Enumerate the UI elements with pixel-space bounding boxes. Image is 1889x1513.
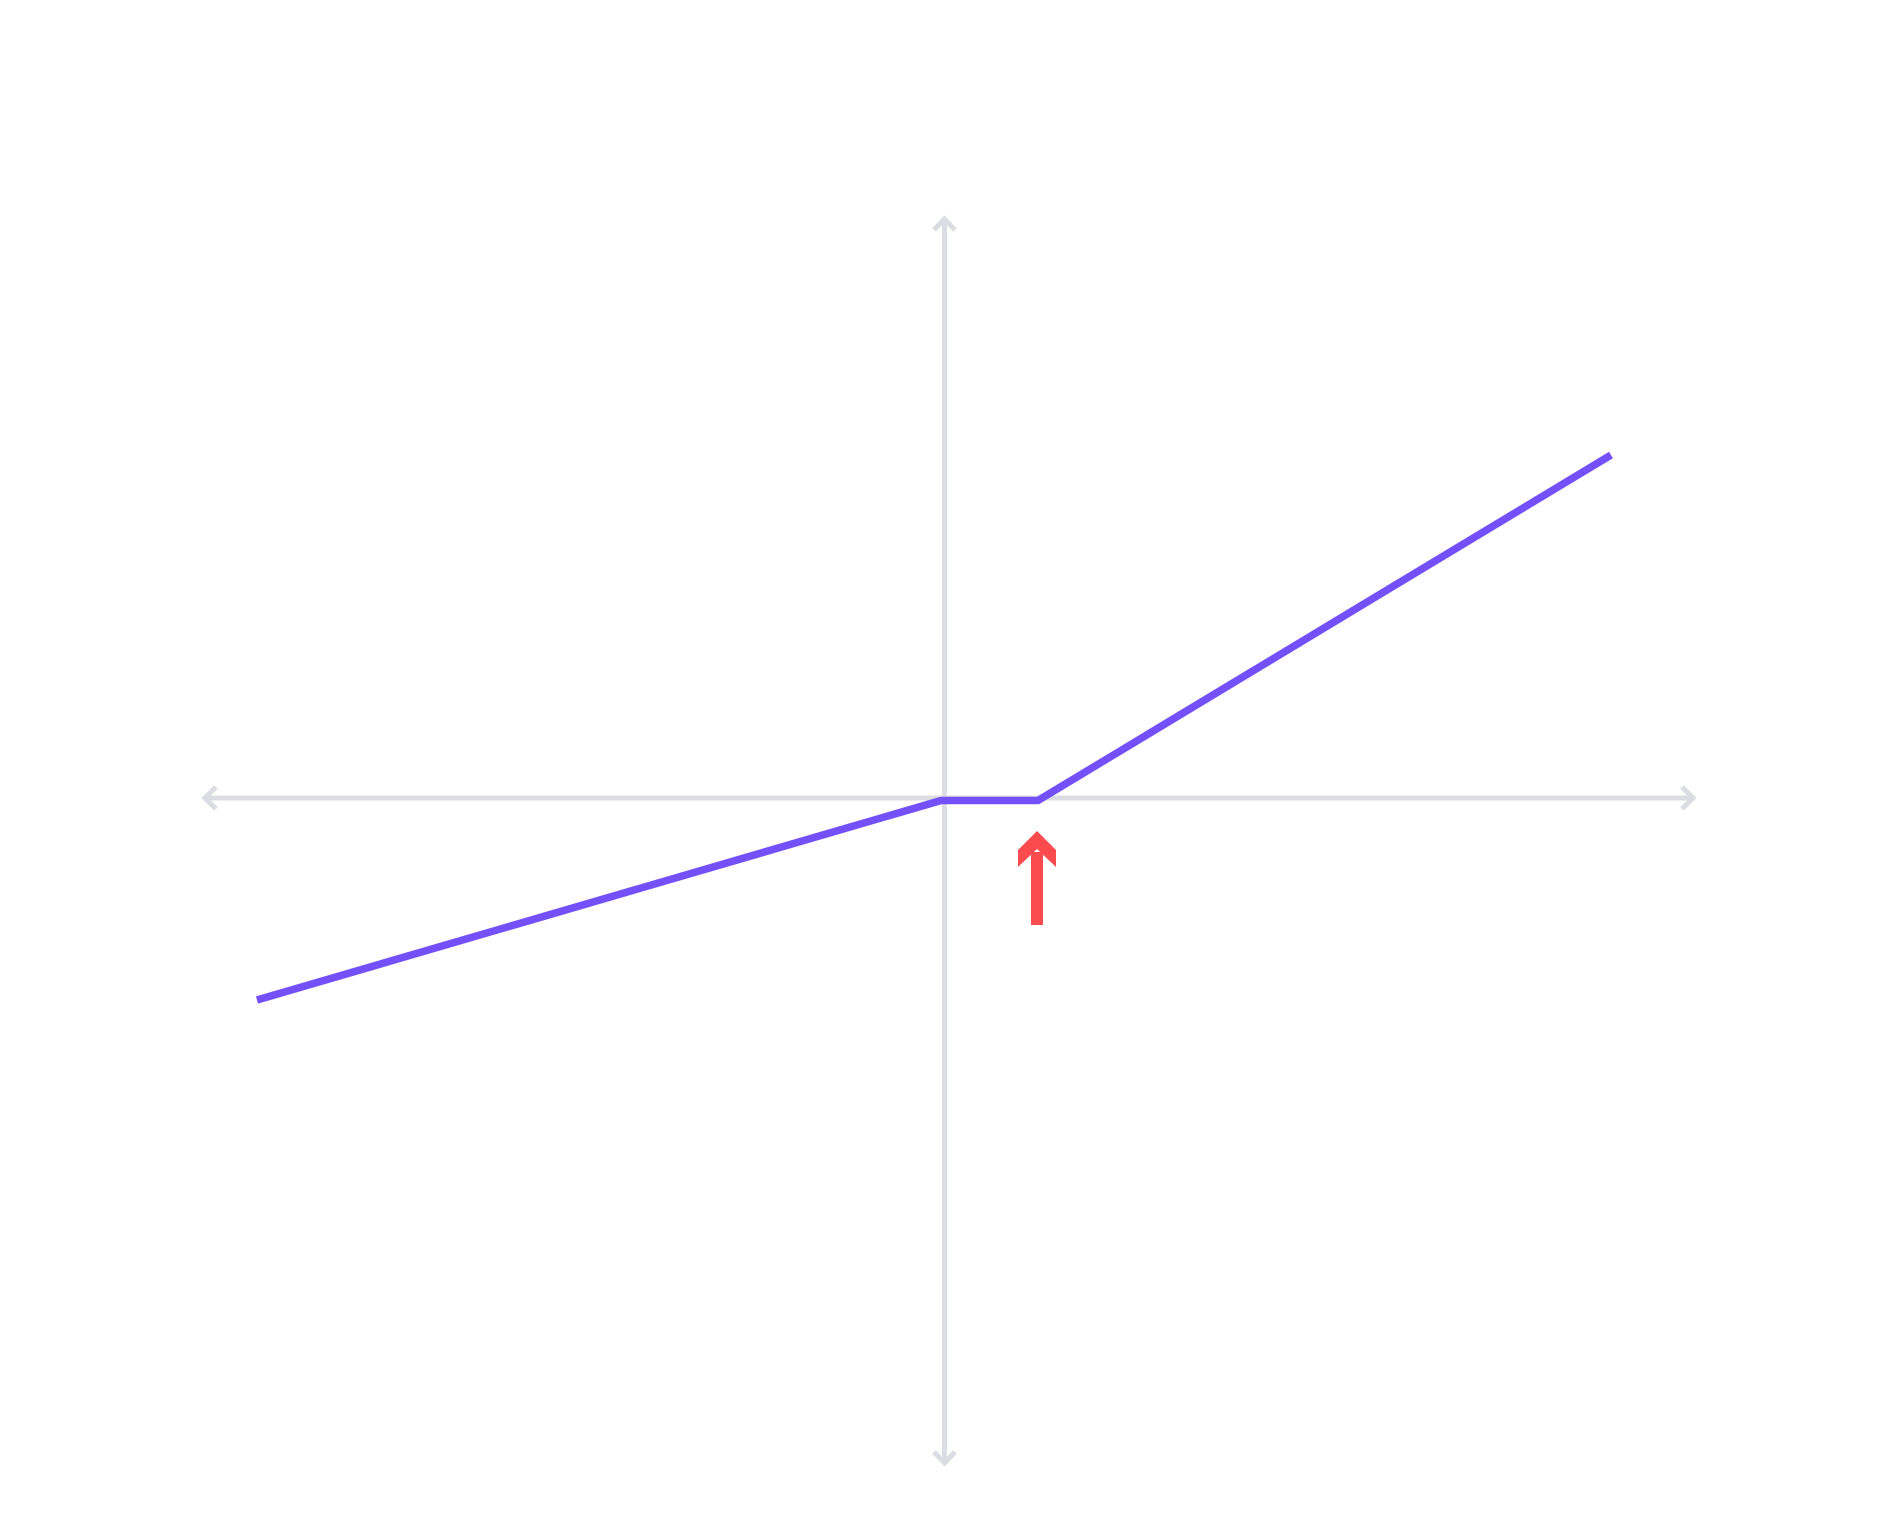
- marker-arrow-shaft: [1031, 852, 1043, 925]
- axes: [201, 215, 1697, 1467]
- marker-arrow: [1018, 831, 1056, 925]
- marker-arrow-head: [1018, 831, 1056, 867]
- function-line: [255, 451, 1613, 1004]
- y-axis-arrow-top: [932, 215, 957, 232]
- x-axis-arrow-right: [1680, 785, 1697, 811]
- y-axis-arrow-bottom: [932, 1450, 957, 1467]
- x-axis-arrow-left: [201, 785, 218, 811]
